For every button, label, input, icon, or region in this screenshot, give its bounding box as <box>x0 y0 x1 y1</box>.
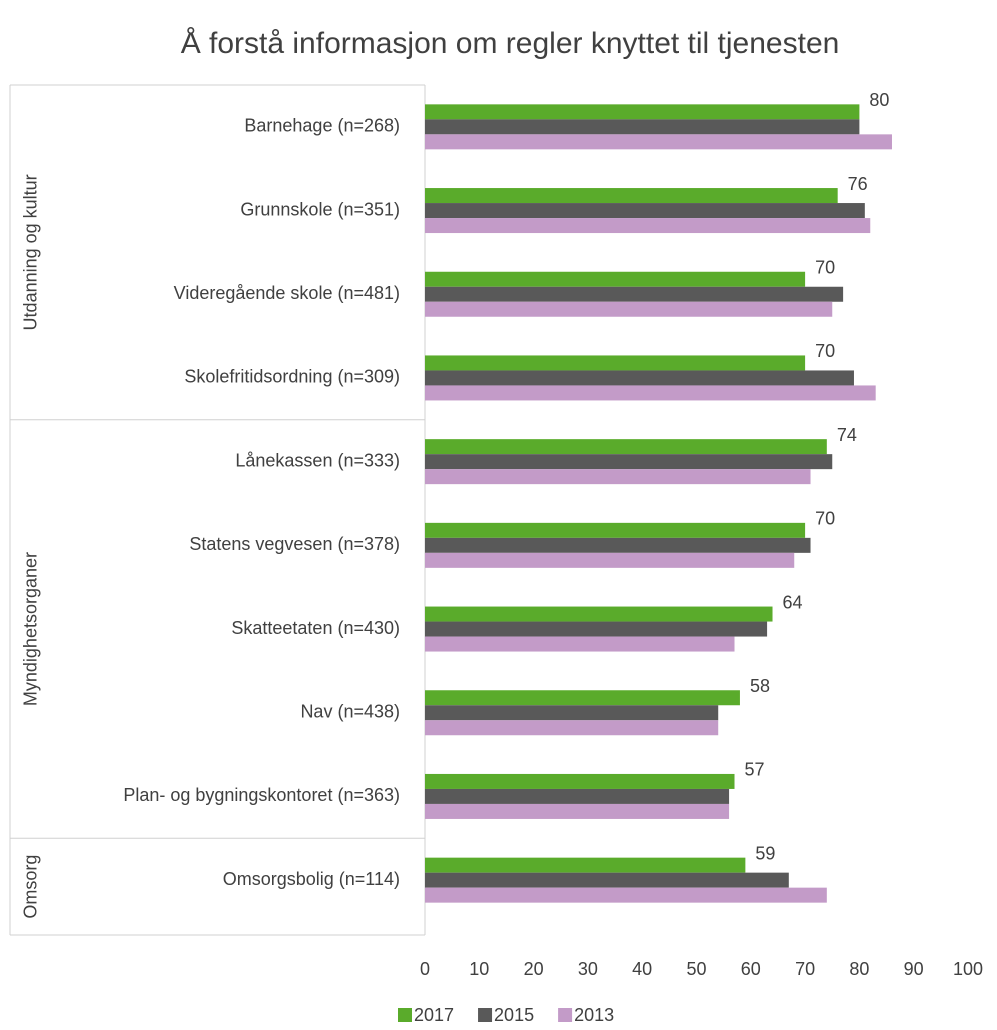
bar <box>425 887 827 903</box>
data-label: 70 <box>815 258 835 278</box>
bar <box>425 119 860 135</box>
legend-swatch <box>478 1008 493 1022</box>
legend-swatch <box>558 1008 573 1022</box>
bar <box>425 522 806 538</box>
data-label: 74 <box>837 425 857 445</box>
data-label: 57 <box>745 760 765 780</box>
bar <box>425 552 795 568</box>
bar <box>425 301 833 317</box>
bar <box>425 720 719 736</box>
category-label: Plan- og bygningskontoret (n=363) <box>123 785 400 805</box>
group-label: Utdanning og kultur <box>21 174 41 330</box>
x-tick-label: 10 <box>469 959 489 979</box>
data-label: 70 <box>815 341 835 361</box>
bar <box>425 872 789 888</box>
category-label: Skatteetaten (n=430) <box>231 618 400 638</box>
bar <box>425 803 730 819</box>
bar <box>425 537 811 553</box>
bar <box>425 134 892 150</box>
bar <box>425 621 768 637</box>
x-tick-label: 100 <box>953 959 983 979</box>
legend-label: 2013 <box>574 1005 614 1025</box>
data-label: 70 <box>815 509 835 529</box>
bar <box>425 454 833 470</box>
bar <box>425 788 730 804</box>
bar <box>425 271 806 287</box>
legend-swatch <box>398 1008 412 1022</box>
category-label: Statens vegvesen (n=378) <box>189 534 400 554</box>
x-tick-label: 40 <box>632 959 652 979</box>
data-label: 64 <box>783 592 803 612</box>
group-label: Omsorg <box>21 855 41 919</box>
x-tick-label: 80 <box>849 959 869 979</box>
bar <box>425 218 871 234</box>
bar <box>425 690 740 706</box>
legend-label: 2017 <box>414 1005 454 1025</box>
bar <box>425 188 838 204</box>
bar <box>425 203 865 219</box>
bar <box>425 385 876 401</box>
x-tick-label: 30 <box>578 959 598 979</box>
bar <box>425 286 844 302</box>
bar <box>425 773 735 789</box>
data-label: 76 <box>848 174 868 194</box>
x-tick-label: 60 <box>741 959 761 979</box>
bar <box>425 104 860 120</box>
bar <box>425 636 735 652</box>
category-label: Grunnskole (n=351) <box>240 199 400 219</box>
x-tick-label: 70 <box>795 959 815 979</box>
category-label: Nav (n=438) <box>300 702 400 722</box>
chart-title: Å forstå informasjon om regler knyttet t… <box>181 27 840 60</box>
category-label: Lånekassen (n=333) <box>235 450 400 470</box>
category-label: Omsorgsbolig (n=114) <box>223 869 400 889</box>
bar <box>425 355 806 371</box>
bar <box>425 439 827 455</box>
group-label: Myndighetsorganer <box>21 552 41 706</box>
bar <box>425 606 773 622</box>
x-tick-label: 90 <box>904 959 924 979</box>
bar <box>425 705 719 721</box>
bar <box>425 469 811 485</box>
data-label: 58 <box>750 676 770 696</box>
legend-label: 2015 <box>494 1005 534 1025</box>
x-tick-label: 0 <box>420 959 430 979</box>
category-label: Skolefritidsordning (n=309) <box>184 367 400 387</box>
data-label: 80 <box>869 90 889 110</box>
category-label: Videregående skole (n=481) <box>174 283 400 303</box>
bar <box>425 370 854 386</box>
data-label: 59 <box>755 843 775 863</box>
category-label: Barnehage (n=268) <box>244 116 400 136</box>
x-tick-label: 50 <box>686 959 706 979</box>
bar <box>425 857 746 873</box>
x-tick-label: 20 <box>524 959 544 979</box>
